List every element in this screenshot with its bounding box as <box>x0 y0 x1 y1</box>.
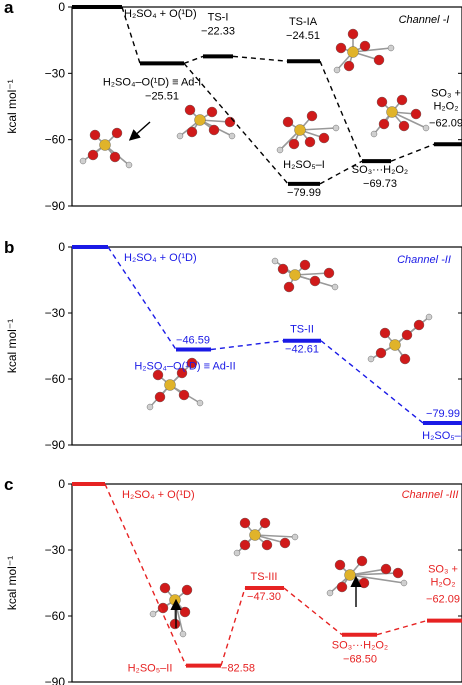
y-tick-label: −30 <box>45 66 66 80</box>
molecule-structure <box>233 517 299 557</box>
level-label-so3-h2o2-i: SO₃···H₂O₂ <box>352 164 408 176</box>
channel-label: Channel -III <box>402 489 459 501</box>
level-label-reactant: H₂SO₄ + O(¹D) <box>122 489 195 501</box>
y-tick-label: −60 <box>45 609 66 623</box>
pathway-connector <box>121 6 141 64</box>
level-label-h2so5-ii: −82.58 <box>221 663 255 675</box>
pathway-connector <box>107 246 177 350</box>
pathway-connector <box>283 587 343 636</box>
pathway-connector <box>376 619 428 636</box>
molecule-structure <box>276 110 340 154</box>
pathway-connector <box>390 143 435 162</box>
panel-letter: c <box>4 475 13 494</box>
y-tick-label: −30 <box>45 543 66 557</box>
level-label-products-i: H₂O₂ <box>433 100 458 112</box>
pathway-connector <box>104 483 187 666</box>
molecule-structure <box>146 357 204 411</box>
molecule-structure <box>271 257 339 293</box>
level-label-products-iii: H₂O₂ <box>430 577 455 589</box>
y-tick-label: −90 <box>45 675 66 685</box>
y-tick-label: −90 <box>45 199 66 213</box>
level-label-ts-iii: TS-III <box>251 571 278 583</box>
y-tick-label: 0 <box>58 240 65 254</box>
panel-frame <box>71 6 462 207</box>
y-axis-label: kcal mol⁻¹ <box>5 319 19 373</box>
y-tick-label: 0 <box>58 477 65 491</box>
level-label-ts-iii: −47.30 <box>247 591 281 603</box>
level-label-ad-ii: −46.59 <box>176 334 210 346</box>
pathway-connector <box>320 340 424 424</box>
panel-letter: a <box>4 0 14 17</box>
level-label-products-iii: −62.09 <box>426 594 460 606</box>
level-label-ts-ia: TS-IA <box>289 16 318 28</box>
pathway-connector <box>319 60 363 162</box>
molecule-structure <box>370 94 430 138</box>
level-label-ts-i: TS-I <box>208 11 229 23</box>
panel-frame <box>71 483 462 683</box>
level-label-h2so5-ii: H₂SO₅–II <box>128 663 173 675</box>
pointer-arrow <box>128 121 151 141</box>
pathway-connector <box>210 340 284 351</box>
level-label-ad-ii: H₂SO₄–O(¹D) ≡ Ad-II <box>134 360 235 372</box>
panel-b: b 0 −30 −60 −90 kcal mol⁻¹ Channel -II H₂SO₄ + … <box>4 238 462 452</box>
y-tick-label: 0 <box>58 0 65 14</box>
channel-label: Channel -I <box>399 14 450 26</box>
molecule-structure <box>326 555 408 597</box>
y-axis-label: kcal mol⁻¹ <box>5 79 19 133</box>
level-label-h2so5-ii-b: H₂SO₅–I <box>422 430 462 442</box>
level-label-h2so5-ii-b: −79.99 <box>426 408 460 420</box>
level-label-ts-i: −22.33 <box>201 25 235 37</box>
level-label-h2so5-i: H₂SO₅–I <box>283 159 325 171</box>
level-label-so3-h2o2-iii: SO₃···H₂O₂ <box>332 640 388 652</box>
molecule-structure <box>367 313 433 365</box>
y-tick-label: −60 <box>45 372 66 386</box>
level-label-h2so5-i: −79.99 <box>287 187 321 199</box>
level-label-reactant: H₂SO₄ + O(¹D) <box>124 8 197 20</box>
pathway-connector <box>319 160 363 185</box>
panel-frame <box>71 246 462 446</box>
panel-a: a 0 −30 −60 −90 kcal mol⁻¹ Channel -I H₂SO₄ + O… <box>4 0 462 213</box>
level-label-so3-h2o2-iii: −68.50 <box>343 654 377 666</box>
level-label-products-i: −62.09 <box>429 117 462 129</box>
y-tick-label: −60 <box>45 133 66 147</box>
level-label-ad-i: −25.51 <box>145 90 179 102</box>
panel-c: c 0 −30 −60 −90 kcal mol⁻¹ Channel -III H₂SO₄ +… <box>4 475 462 685</box>
molecule-structure <box>149 582 193 638</box>
level-label-ts-ia: −24.51 <box>286 30 320 42</box>
level-label-reactant: H₂SO₄ + O(¹D) <box>124 252 197 264</box>
molecule-structure <box>333 28 395 74</box>
level-label-products-iii: SO₃ + <box>428 564 458 576</box>
level-label-products-i: SO₃ + <box>431 87 461 99</box>
molecule-structure <box>79 127 133 169</box>
level-label-ad-i: H₂SO₄–O(¹D) ≡ Ad-I <box>103 76 201 88</box>
molecule-structure <box>176 104 236 140</box>
panel-letter: b <box>4 238 14 257</box>
level-label-so3-h2o2-i: −69.73 <box>363 178 397 190</box>
y-tick-label: −90 <box>45 438 66 452</box>
level-label-ts-ii: TS-II <box>290 324 314 336</box>
level-label-ts-ii: −42.61 <box>285 344 319 356</box>
channel-label: Channel -II <box>397 254 451 266</box>
pathway-connector <box>232 55 288 62</box>
y-tick-label: −30 <box>45 306 66 320</box>
y-axis-label: kcal mol⁻¹ <box>5 556 19 610</box>
pathway-connector <box>183 55 204 65</box>
pathway-connector <box>220 587 246 666</box>
